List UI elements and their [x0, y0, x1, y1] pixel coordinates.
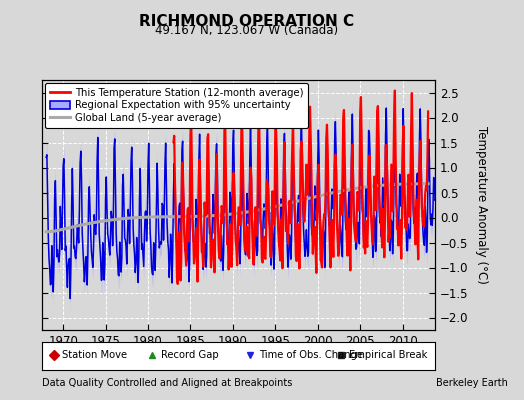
Text: Time of Obs. Change: Time of Obs. Change	[259, 350, 363, 360]
Text: Empirical Break: Empirical Break	[349, 350, 428, 360]
Y-axis label: Temperature Anomaly (°C): Temperature Anomaly (°C)	[475, 126, 488, 284]
Text: Record Gap: Record Gap	[160, 350, 218, 360]
Text: Station Move: Station Move	[62, 350, 127, 360]
Legend: This Temperature Station (12-month average), Regional Expectation with 95% uncer: This Temperature Station (12-month avera…	[45, 83, 309, 128]
Text: 49.167 N, 123.067 W (Canada): 49.167 N, 123.067 W (Canada)	[155, 24, 338, 37]
Text: RICHMOND OPERATION C: RICHMOND OPERATION C	[139, 14, 354, 29]
Text: Berkeley Earth: Berkeley Earth	[436, 378, 508, 388]
Text: Data Quality Controlled and Aligned at Breakpoints: Data Quality Controlled and Aligned at B…	[42, 378, 292, 388]
